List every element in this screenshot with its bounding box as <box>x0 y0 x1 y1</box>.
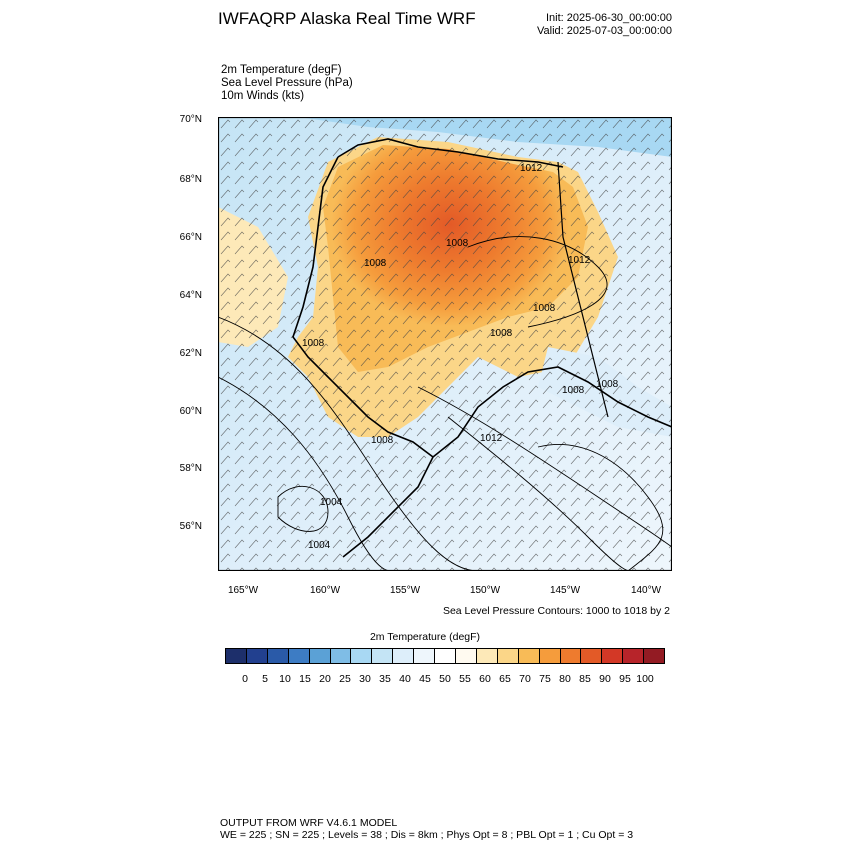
map-panel: 1012 1008 1012 1008 1008 1008 1008 1008 … <box>218 117 672 571</box>
colorbar-segment <box>226 649 247 663</box>
colorbar-label: 60 <box>479 673 491 685</box>
colorbar-label: 45 <box>419 673 431 685</box>
lat-tick: 68°N <box>179 174 202 185</box>
colorbar-label: 75 <box>539 673 551 685</box>
colorbar-segment <box>476 649 498 663</box>
colorbar-segment <box>539 649 561 663</box>
colorbar-segment <box>414 649 436 663</box>
colorbar-label: 80 <box>559 673 571 685</box>
colorbar-label: 5 <box>262 673 268 685</box>
init-time: Init: 2025-06-30_00:00:00 <box>546 12 672 24</box>
pressure-label: 1012 <box>480 433 503 444</box>
lon-tick: 155°W <box>389 585 421 596</box>
colorbar-segment <box>644 649 665 663</box>
contour-note: Sea Level Pressure Contours: 1000 to 101… <box>442 605 670 617</box>
colorbar-label: 25 <box>339 673 351 685</box>
plot-title: IWFAQRP Alaska Real Time WRF <box>218 9 476 28</box>
pressure-label: 1008 <box>562 385 585 396</box>
pressure-label: 1008 <box>364 258 387 269</box>
lat-tick: 56°N <box>179 521 202 532</box>
colorbar-label: 0 <box>242 673 248 685</box>
colorbar-segment <box>518 649 540 663</box>
colorbar-label: 65 <box>499 673 511 685</box>
colorbar-segment <box>288 649 310 663</box>
field-winds: 10m Winds (kts) <box>221 90 305 102</box>
pressure-label: 1008 <box>446 238 469 249</box>
colorbar-label: 20 <box>319 673 331 685</box>
pressure-label: 1008 <box>302 338 325 349</box>
colorbar-segment <box>330 649 352 663</box>
pressure-label: 1008 <box>533 303 556 314</box>
colorbar-segment <box>372 649 394 663</box>
colorbar-label: 70 <box>519 673 531 685</box>
lat-tick: 66°N <box>179 232 202 243</box>
colorbar-segment <box>246 649 268 663</box>
footer: OUTPUT FROM WRF V4.6.1 MODEL WE = 225 ; … <box>220 817 633 841</box>
field-list: 2m Temperature (degF) Sea Level Pressure… <box>221 64 353 103</box>
pressure-contours <box>218 236 672 571</box>
field-temperature: 2m Temperature (degF) <box>221 64 342 76</box>
map-frame <box>218 117 672 571</box>
colorbar-label: 35 <box>379 673 391 685</box>
colorbar-segment <box>560 649 582 663</box>
colorbar-segment <box>455 649 477 663</box>
colorbar-segment <box>393 649 415 663</box>
colorbar-label: 10 <box>279 673 291 685</box>
pressure-label: 1008 <box>371 435 394 446</box>
lat-tick: 64°N <box>179 290 202 301</box>
lon-tick: 150°W <box>469 585 501 596</box>
lon-tick: 165°W <box>227 585 259 596</box>
colorbar-segment <box>581 649 603 663</box>
colorbar-segment <box>623 649 645 663</box>
pressure-label: 1004 <box>320 497 343 508</box>
lat-tick: 70°N <box>179 114 202 125</box>
colorbar-labels: 0 5 10 15 20 25 30 35 40 45 50 55 60 65 70 75 80 85 90 95 10… <box>225 673 665 687</box>
colorbar-segment <box>267 649 289 663</box>
colorbar-label: 95 <box>619 673 631 685</box>
colorbar-label: 30 <box>359 673 371 685</box>
colorbar-label: 85 <box>579 673 591 685</box>
pressure-label: 1008 <box>596 379 619 390</box>
time-info: Init: 2025-06-30_00:00:00 Valid: 2025-07… <box>528 12 672 38</box>
valid-time: Valid: 2025-07-03_00:00:00 <box>537 25 672 37</box>
colorbar-segment <box>497 649 519 663</box>
colorbar-label: 100 <box>636 673 654 685</box>
border-line <box>557 161 609 418</box>
colorbar-label: 55 <box>459 673 471 685</box>
colorbar-segment <box>602 649 624 663</box>
lon-tick: 160°W <box>309 585 341 596</box>
colorbar-label: 15 <box>299 673 311 685</box>
footer-config: WE = 225 ; SN = 225 ; Levels = 38 ; Dis … <box>220 829 634 841</box>
pressure-label: 1012 <box>568 255 591 266</box>
colorbar-label: 50 <box>439 673 451 685</box>
pressure-label: 1008 <box>490 328 513 339</box>
lon-tick: 145°W <box>549 585 581 596</box>
lat-tick: 62°N <box>179 348 202 359</box>
colorbar-segment <box>351 649 373 663</box>
colorbar-segment <box>435 649 456 663</box>
pressure-label-group: 1012 1008 1012 1008 1008 1008 1008 1008 … <box>302 163 619 551</box>
lat-tick: 58°N <box>179 463 202 474</box>
pressure-label: 1004 <box>308 540 331 551</box>
lon-tick: 140°W <box>630 585 662 596</box>
footer-model: OUTPUT FROM WRF V4.6.1 MODEL <box>220 817 398 829</box>
lat-tick: 60°N <box>179 406 202 417</box>
colorbar <box>225 648 665 664</box>
colorbar-title: 2m Temperature (degF) <box>369 631 481 643</box>
field-pressure: Sea Level Pressure (hPa) <box>221 77 353 89</box>
colorbar-segment <box>309 649 331 663</box>
wind-barbs <box>218 117 672 571</box>
pressure-label: 1012 <box>520 163 543 174</box>
colorbar-label: 90 <box>599 673 611 685</box>
colorbar-label: 40 <box>399 673 411 685</box>
coastline <box>292 138 672 558</box>
